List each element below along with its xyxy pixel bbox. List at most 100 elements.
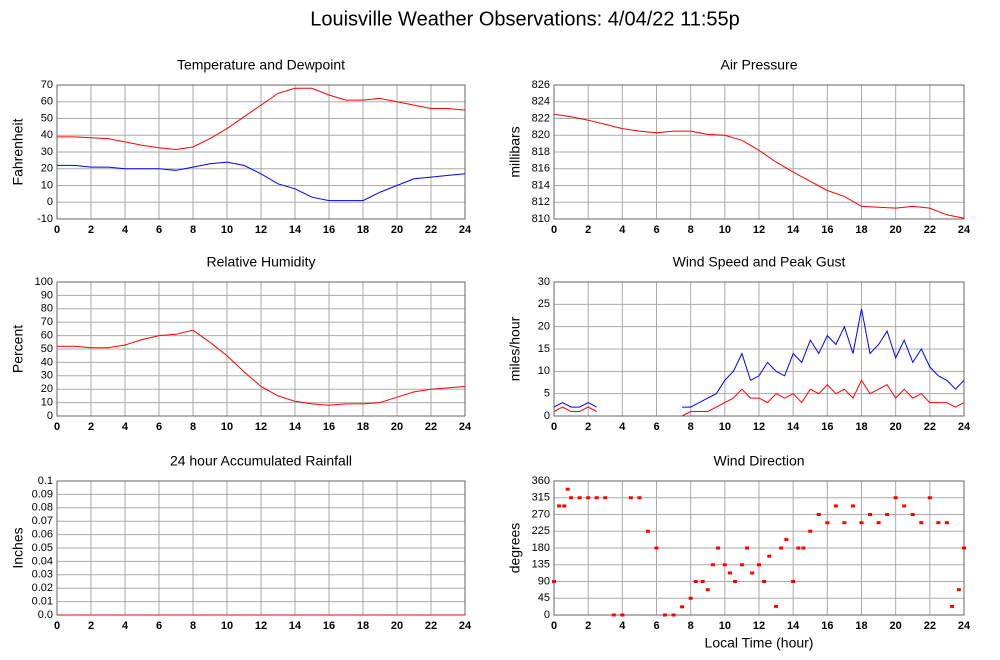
x-tick-label: 4 [619, 224, 626, 236]
data-point [774, 604, 779, 608]
y-tick-label: 0 [544, 609, 550, 621]
x-tick-label: 18 [855, 224, 867, 236]
x-tick-label: 24 [958, 224, 971, 236]
data-point [594, 496, 599, 500]
y-tick-label: 15 [538, 343, 550, 355]
data-point [727, 571, 732, 575]
x-tick-label: 2 [585, 421, 591, 433]
y-tick-label: 50 [41, 343, 53, 355]
y-tick-label: 10 [41, 397, 53, 409]
x-tick-label: 0 [54, 421, 60, 433]
x-tick-label: 10 [719, 620, 731, 632]
x-tick-label: 4 [122, 421, 129, 433]
x-tick-label: 2 [88, 620, 94, 632]
y-tick-label: 0.0 [38, 609, 53, 621]
y-axis-label: Percent [10, 325, 26, 373]
x-tick-label: 18 [357, 620, 369, 632]
data-point [645, 529, 650, 533]
x-tick-label: 4 [619, 421, 626, 433]
y-tick-label: 90 [41, 289, 53, 301]
x-tick-label: 22 [425, 421, 437, 433]
x-tick-label: 10 [719, 224, 731, 236]
data-point [722, 563, 727, 567]
data-point [902, 504, 907, 508]
plot-frame [56, 281, 466, 417]
y-tick-label: 0.01 [32, 596, 53, 608]
x-tick-label: 12 [255, 421, 267, 433]
data-point [962, 546, 966, 550]
y-tick-label: 60 [41, 330, 53, 342]
data-point [745, 546, 750, 550]
y-tick-label: 5 [544, 388, 550, 400]
data-point [791, 580, 796, 583]
plot-frame [56, 84, 466, 220]
x-tick-label: 2 [88, 421, 94, 433]
x-tick-label: 16 [821, 620, 833, 632]
data-point [767, 554, 772, 558]
y-tick-label: 60 [41, 96, 53, 108]
x-tick-label: 8 [190, 421, 196, 433]
y-tick-label: 10 [538, 365, 550, 377]
x-tick-label: 24 [459, 620, 472, 632]
data-line [57, 329, 466, 406]
chart-title: Wind Direction [713, 453, 804, 469]
data-line [553, 308, 965, 408]
y-tick-label: 0.09 [32, 488, 53, 500]
y-tick-label: 315 [532, 492, 550, 504]
x-tick-label: 12 [753, 224, 765, 236]
x-tick-label: 24 [459, 224, 472, 236]
data-point [628, 496, 633, 500]
y-tick-label: 0.08 [32, 502, 53, 514]
x-tick-label: 14 [787, 421, 800, 433]
data-point [654, 546, 659, 550]
y-tick-label: 822 [532, 112, 550, 124]
x-tick-label: 2 [585, 620, 591, 632]
x-tick-label: 6 [653, 224, 659, 236]
x-tick-label: 20 [890, 620, 902, 632]
x-tick-label: 6 [156, 421, 162, 433]
y-axis-label: Fahrenheit [10, 118, 26, 185]
x-axis-label: Local Time (hour) [705, 635, 814, 651]
y-tick-label: 270 [532, 508, 550, 520]
y-tick-label: 824 [532, 96, 550, 108]
y-tick-label: 360 [532, 475, 550, 487]
x-tick-label: 18 [357, 421, 369, 433]
data-point [944, 521, 949, 525]
y-tick-label: 816 [532, 163, 550, 175]
x-tick-label: 22 [425, 620, 437, 632]
x-tick-label: 12 [753, 421, 765, 433]
data-point [733, 580, 738, 583]
x-tick-label: 24 [958, 620, 971, 632]
y-tick-label: 814 [532, 179, 550, 191]
x-tick-label: 20 [890, 421, 902, 433]
data-point [750, 571, 755, 575]
y-tick-label: 0.03 [32, 569, 53, 581]
data-point [833, 504, 838, 508]
x-tick-label: 8 [688, 224, 694, 236]
data-point [757, 563, 761, 567]
x-tick-label: 8 [688, 620, 694, 632]
data-point [859, 521, 864, 525]
data-point [885, 513, 890, 516]
y-axis-label: miles/hour [507, 316, 523, 381]
data-point [611, 613, 616, 617]
x-tick-label: 18 [855, 620, 867, 632]
page-title: Louisville Weather Observations: 4/04/22… [310, 8, 740, 30]
x-tick-label: 0 [54, 620, 60, 632]
y-axis-label: degrees [507, 523, 523, 574]
x-tick-label: 20 [391, 421, 403, 433]
data-point [779, 546, 784, 550]
data-line [553, 379, 965, 417]
x-tick-label: 4 [122, 620, 129, 632]
data-point [586, 496, 591, 500]
x-tick-label: 10 [719, 421, 731, 433]
x-tick-label: 0 [551, 421, 557, 433]
data-point [671, 613, 676, 617]
y-tick-label: 80 [41, 303, 53, 315]
chart-title: Relative Humidity [207, 254, 316, 270]
data-point [680, 605, 685, 609]
x-tick-label: 20 [890, 224, 902, 236]
x-tick-label: 6 [653, 620, 659, 632]
data-line [553, 113, 965, 219]
data-point [716, 546, 720, 550]
